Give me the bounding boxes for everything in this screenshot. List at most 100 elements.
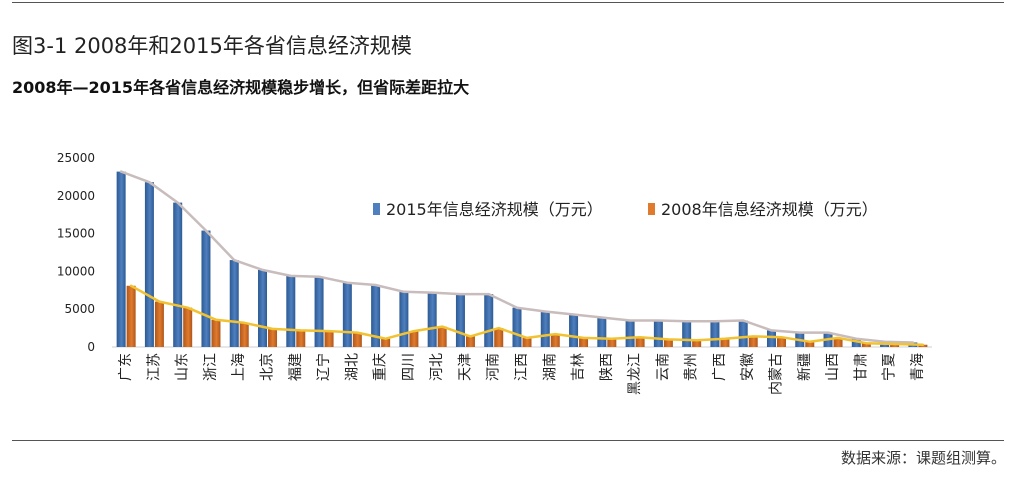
bar-2008 — [522, 337, 532, 347]
trend-lines — [119, 170, 925, 346]
bar-2008 — [579, 337, 589, 347]
bar-2008 — [833, 337, 843, 347]
bar-2008 — [890, 343, 900, 347]
x-tick-label: 陕西 — [599, 353, 615, 381]
bar-2008 — [550, 334, 560, 347]
y-tick-label: 20000 — [57, 189, 95, 203]
bar-2015 — [738, 320, 748, 347]
x-tick-label: 内蒙古 — [769, 353, 785, 395]
y-tick-label: 25000 — [57, 151, 95, 165]
x-tick-label: 安徽 — [740, 353, 756, 381]
x-tick-label: 北京 — [260, 353, 276, 381]
x-tick-label: 浙江 — [203, 353, 219, 381]
bar-2008 — [409, 331, 419, 347]
x-tick-label: 广西 — [712, 353, 728, 381]
bar-2015 — [710, 321, 720, 347]
legend-label-2015: 2015年信息经济规模（万元） — [386, 200, 603, 219]
bar-2008 — [720, 338, 730, 347]
x-tick-label: 重庆 — [373, 353, 389, 381]
x-axis: 广东 江苏 山东 浙江 上海 北京 福建 辽宁 湖北 重庆 四川 河北 天津 河南 江西 湖南 吉林 陕西 黑龙江云… — [118, 353, 926, 395]
x-tick-label: 甘肃 — [853, 353, 869, 381]
x-tick-label: 福建 — [288, 353, 304, 381]
figure-title: 图3-1 2008年和2015年各省信息经济规模 — [12, 34, 412, 58]
x-tick-label: 新疆 — [797, 353, 813, 381]
bar-2015 — [314, 276, 324, 347]
figure-subtitle: 2008年—2015年各省信息经济规模稳步增长，但省际差距拉大 — [12, 78, 470, 97]
bar-2015 — [653, 320, 663, 347]
trend-line-2008 — [129, 284, 925, 346]
source-note: 数据来源：课题组测算。 — [840, 449, 1006, 467]
bar-2015 — [484, 294, 494, 347]
bar-2015 — [455, 294, 465, 347]
bar-2015 — [173, 202, 183, 347]
bar-2008 — [268, 328, 278, 347]
x-tick-label: 吉林 — [571, 353, 587, 381]
legend-swatch-2015 — [373, 203, 380, 215]
bar-2008 — [296, 330, 306, 347]
bar-2015 — [766, 330, 776, 347]
x-tick-label: 天津 — [457, 353, 473, 381]
x-tick-label: 山西 — [825, 353, 841, 381]
x-tick-label: 河北 — [429, 353, 445, 381]
bar-2015 — [427, 292, 437, 347]
bar-2015 — [286, 275, 296, 347]
legend-label-2008: 2008年信息经济规模（万元） — [661, 200, 878, 219]
bar-2008 — [352, 332, 362, 347]
bar-2008 — [607, 338, 617, 347]
bar-2008 — [692, 340, 702, 347]
bar-2015 — [116, 171, 126, 347]
bar-2015 — [144, 182, 154, 347]
bar-2015 — [540, 311, 550, 347]
bar-2008 — [381, 338, 391, 347]
bar-2008 — [748, 336, 758, 347]
bar-2008 — [663, 339, 673, 347]
bar-2008 — [465, 336, 475, 347]
bar-2008 — [805, 341, 815, 347]
bar-2015 — [229, 260, 239, 347]
top-rule — [12, 2, 1004, 3]
bar-2008 — [154, 301, 164, 347]
x-tick-label: 黑龙江 — [627, 353, 643, 395]
x-tick-label: 辽宁 — [315, 353, 332, 381]
y-tick-label: 5000 — [64, 302, 95, 316]
x-tick-label: 河南 — [486, 353, 502, 381]
y-tick-label: 15000 — [57, 227, 95, 241]
bar-2008 — [183, 307, 193, 347]
bar-2008 — [126, 285, 136, 347]
x-tick-label: 湖北 — [344, 353, 360, 381]
x-tick-label: 江西 — [514, 353, 530, 381]
bar-2008 — [239, 322, 249, 347]
bar-2008 — [861, 343, 871, 347]
bar-2015 — [201, 230, 211, 347]
y-tick-label: 0 — [87, 340, 95, 354]
bar-2008 — [324, 331, 334, 347]
bar-groups — [116, 171, 928, 347]
x-tick-label: 贵州 — [684, 353, 700, 381]
x-tick-label: 四川 — [401, 353, 417, 381]
bar-2008 — [635, 337, 645, 347]
bottom-rule — [12, 440, 1004, 441]
legend: 2015年信息经济规模（万元） 2008年信息经济规模（万元） — [373, 200, 878, 219]
x-tick-label: 上海 — [231, 353, 247, 381]
y-tick-label: 10000 — [57, 264, 95, 278]
bar-2008 — [776, 337, 786, 347]
bar-2008 — [437, 326, 447, 347]
bar-2008 — [211, 319, 221, 347]
x-tick-label: 广东 — [118, 353, 134, 381]
bar-2015 — [625, 320, 635, 347]
bar-2015 — [258, 269, 268, 347]
bar-2008 — [494, 328, 504, 347]
bar-2015 — [682, 321, 692, 347]
x-tick-label: 湖南 — [542, 353, 558, 381]
x-tick-label: 青海 — [910, 353, 926, 381]
trend-line-2015 — [119, 170, 915, 344]
x-tick-label: 宁夏 — [881, 353, 898, 381]
bar-2015 — [512, 307, 522, 347]
bar-2015 — [342, 282, 352, 347]
bar-2015 — [371, 285, 381, 347]
bar-2015 — [597, 317, 607, 347]
bar-2015 — [399, 291, 409, 347]
x-tick-label: 江苏 — [146, 353, 162, 381]
x-tick-label: 云南 — [655, 353, 671, 381]
chart-area: 0 5000 10000 15000 20000 25000 广东 江苏 山东 浙江 上海 北京 福建… — [57, 151, 932, 395]
